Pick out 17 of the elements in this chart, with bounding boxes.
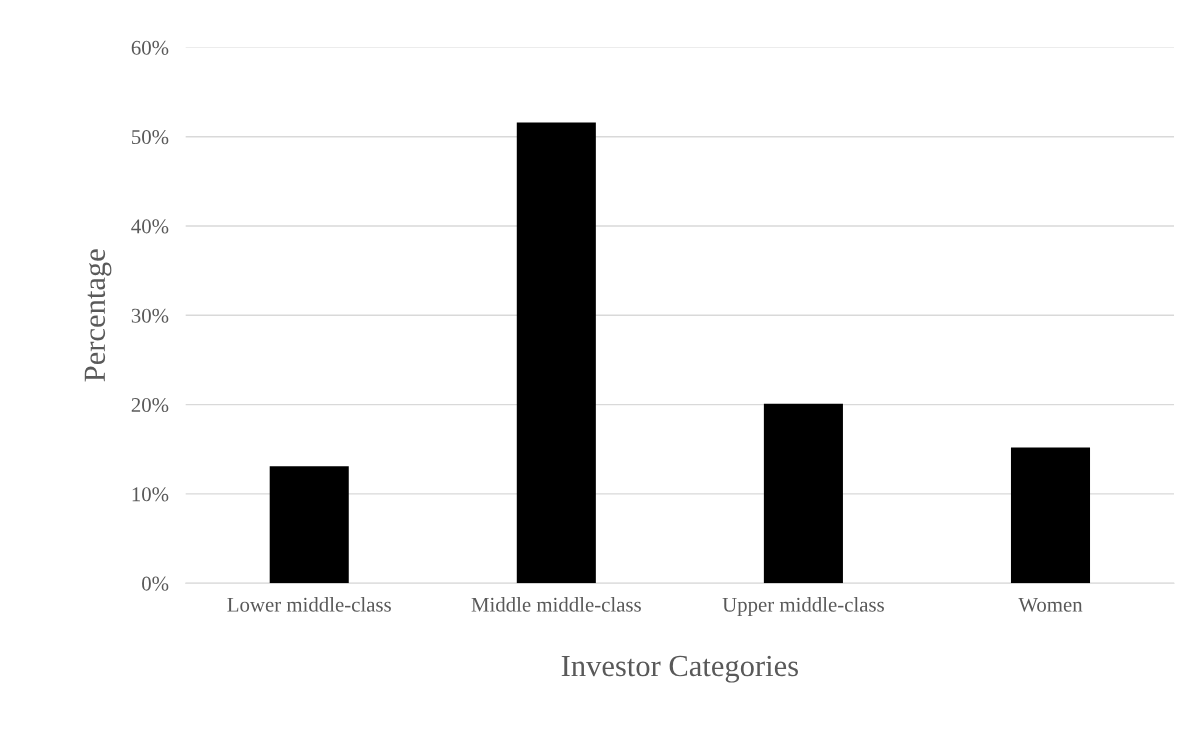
y-tick-label: 10% bbox=[132, 487, 169, 502]
y-tick-label: 0% bbox=[142, 576, 169, 591]
x-tick-label: Lower middle-class bbox=[227, 597, 391, 612]
bar bbox=[1010, 447, 1091, 584]
y-axis-title: Percentage bbox=[84, 249, 112, 382]
x-tick-label: Upper middle-class bbox=[722, 597, 884, 616]
y-tick-label: 20% bbox=[131, 397, 169, 413]
y-tick-label: 40% bbox=[131, 219, 169, 234]
y-tick-label: 50% bbox=[132, 130, 169, 145]
x-tick-label: Middle middle-class bbox=[471, 597, 641, 612]
bar bbox=[269, 466, 349, 584]
x-tick-label: Women bbox=[1018, 597, 1083, 612]
bar bbox=[763, 403, 843, 584]
x-axis-title: Investor Categories bbox=[561, 655, 798, 683]
y-tick-label: 60% bbox=[131, 40, 169, 55]
bar bbox=[516, 122, 596, 584]
y-tick-label: 30% bbox=[131, 308, 169, 323]
